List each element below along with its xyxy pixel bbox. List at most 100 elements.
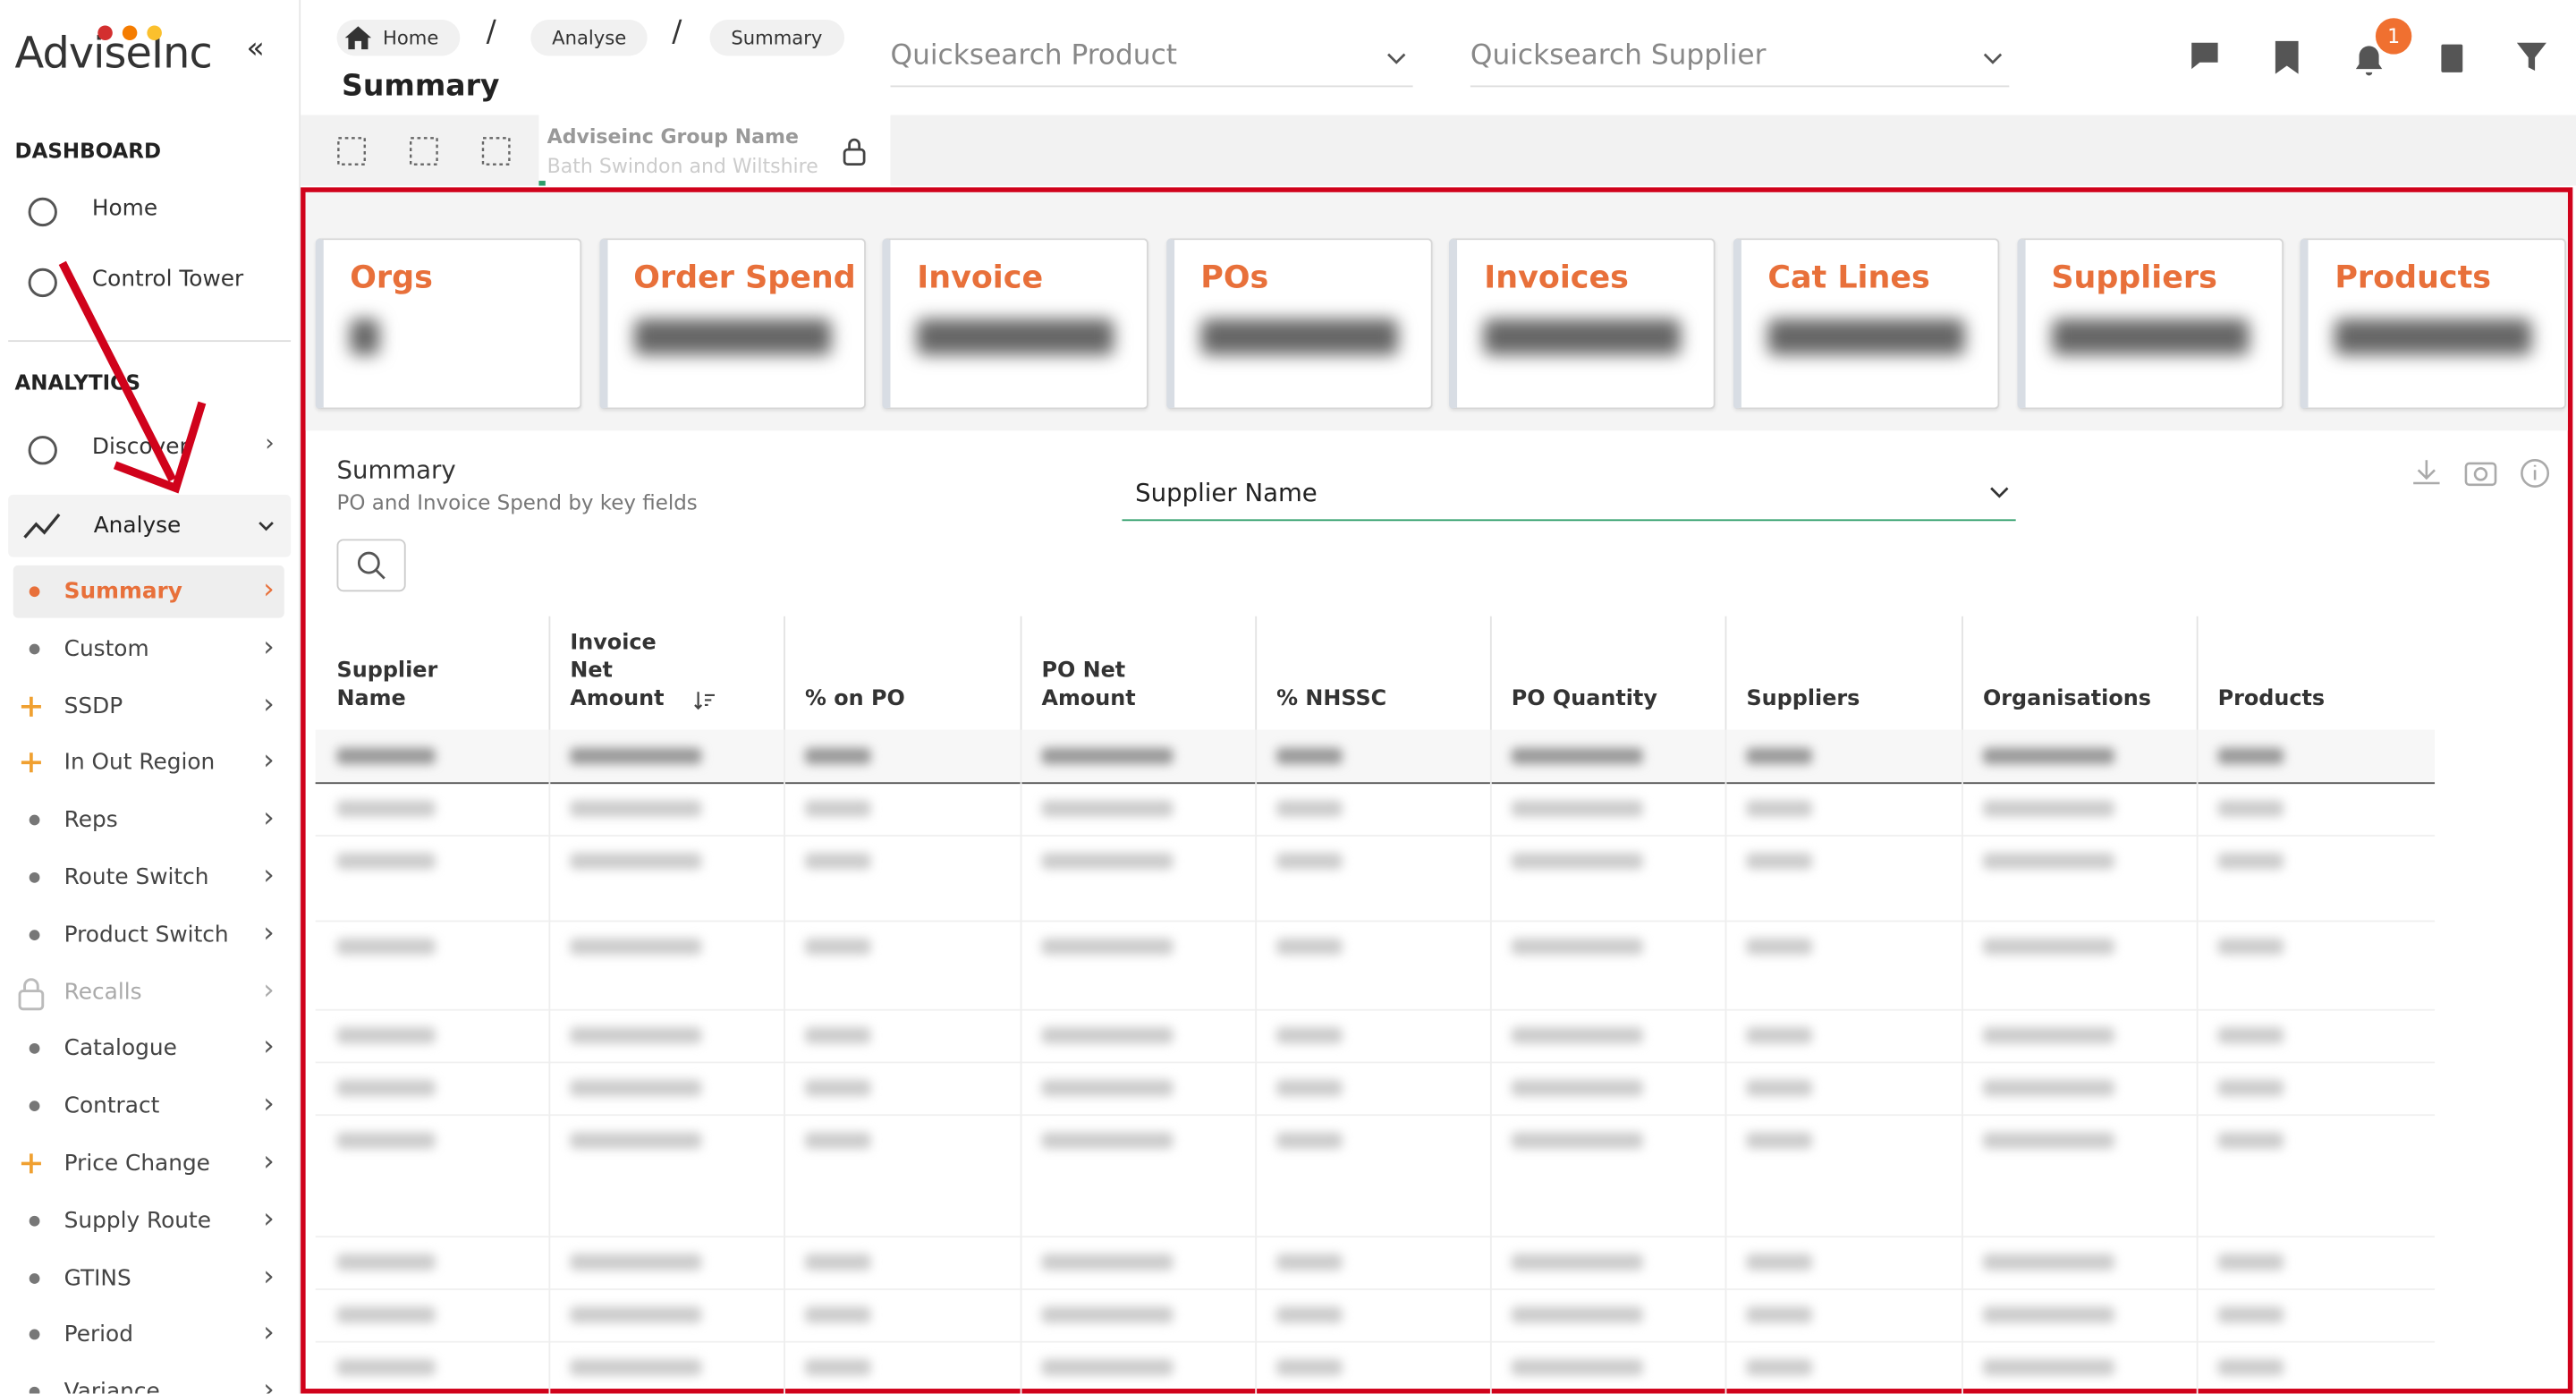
collapse-button[interactable]: « xyxy=(246,30,265,66)
chevron: › xyxy=(263,802,275,836)
cell-border xyxy=(1020,729,1022,783)
nav-item[interactable]: Home xyxy=(13,183,284,235)
nav-subitem[interactable]: SSDP › xyxy=(13,680,284,733)
cell-border xyxy=(1255,1288,1258,1341)
kpi-card: Products xyxy=(2300,238,2567,410)
cell-border xyxy=(1962,1236,1963,1289)
search-button[interactable] xyxy=(336,539,406,592)
column-header[interactable]: Products xyxy=(2197,616,2435,730)
cell-border xyxy=(784,1288,785,1341)
header-icons[interactable]: 1 xyxy=(2185,18,2563,81)
nav-subitem[interactable]: Period › xyxy=(13,1309,284,1362)
nav-group[interactable]: Analyse xyxy=(8,494,292,557)
kpi-title: Cat Lines xyxy=(1767,259,1930,296)
nav-subitem[interactable]: Custom › xyxy=(13,623,284,676)
cell-blurred xyxy=(1982,1358,2114,1376)
column-header[interactable]: Organisations xyxy=(1962,616,2199,730)
cell-border xyxy=(1020,1236,1022,1289)
nav-subitem[interactable]: Recalls › xyxy=(13,965,284,1018)
cell-blurred xyxy=(805,938,871,956)
cell-blurred xyxy=(805,1358,871,1376)
column-header[interactable]: Supplier Name xyxy=(316,616,551,730)
kpi-card: Orgs xyxy=(315,238,582,410)
quicksearch[interactable]: Quicksearch Supplier xyxy=(1470,33,2010,88)
cell-blurred xyxy=(1746,1254,1812,1271)
field-dropdown[interactable]: Supplier Name xyxy=(1122,473,2016,522)
notification-badge: 1 xyxy=(2375,18,2412,55)
nav-label: Summary xyxy=(64,578,182,605)
nav-subitem[interactable]: Supply Route › xyxy=(13,1194,284,1247)
column-header[interactable]: % on PO xyxy=(784,616,1022,730)
nav-subitem[interactable]: Variance › xyxy=(13,1366,284,1394)
chevron: › xyxy=(265,430,275,457)
nav-subitem[interactable]: Contract › xyxy=(13,1080,284,1133)
cell-blurred xyxy=(1982,938,2114,956)
cell-border xyxy=(1489,920,1492,1009)
cell-border xyxy=(548,1288,551,1341)
cell-blurred xyxy=(1746,1132,1812,1149)
kpi-card: Order Spend xyxy=(598,238,866,410)
column-header[interactable]: Invoice Net Amount xyxy=(548,616,785,730)
nav-label: Variance xyxy=(64,1379,160,1394)
panel-icons[interactable] xyxy=(2409,455,2556,491)
cell-blurred xyxy=(1276,853,1343,870)
cell-border xyxy=(1962,920,1963,1009)
column-header[interactable]: % NHSSC xyxy=(1255,616,1492,730)
cell-blurred xyxy=(1511,1026,1643,1044)
cell-border xyxy=(1962,1061,1963,1115)
cell-blurred xyxy=(1511,1132,1643,1149)
cell-border xyxy=(2196,1288,2199,1341)
highlight-box xyxy=(301,187,2573,1394)
chevron: › xyxy=(263,1316,275,1350)
cell-border xyxy=(1020,1288,1022,1341)
cell-blurred xyxy=(570,853,702,870)
cell-blurred xyxy=(570,1254,702,1271)
nav-subitem[interactable]: In Out Region › xyxy=(13,737,284,790)
cell-blurred xyxy=(2217,1306,2284,1323)
chevron: › xyxy=(263,859,275,893)
cell-border xyxy=(1489,729,1492,783)
breadcrumb[interactable]: Home xyxy=(336,20,461,56)
cell-blurred xyxy=(336,1132,436,1149)
cell-blurred xyxy=(1982,800,2114,817)
column-header[interactable]: Suppliers xyxy=(1725,616,1963,730)
cell-border xyxy=(784,782,785,836)
row-border xyxy=(315,1114,2436,1117)
kpi-value-blurred xyxy=(350,319,380,355)
nav-label: Analyse xyxy=(93,513,182,540)
column-header[interactable]: PO Quantity xyxy=(1490,616,1727,730)
cell-border xyxy=(784,1008,785,1062)
cell-blurred xyxy=(1276,938,1343,956)
nav-subitem[interactable]: Route Switch › xyxy=(13,851,284,904)
nav-subitem[interactable]: Price Change › xyxy=(13,1137,284,1190)
cell-border xyxy=(1255,782,1258,836)
cell-border xyxy=(1724,835,1727,921)
nav-item[interactable]: Control Tower xyxy=(13,253,284,306)
cell-blurred xyxy=(2217,1079,2284,1097)
cell-border xyxy=(2196,782,2199,836)
nav-subitem[interactable]: GTINS › xyxy=(13,1252,284,1305)
cell-border xyxy=(1489,1114,1492,1237)
toolbar-icons[interactable] xyxy=(328,132,525,174)
cell-border xyxy=(1962,1114,1963,1237)
nav-subitem[interactable]: Catalogue › xyxy=(13,1023,284,1075)
cell-border xyxy=(548,1061,551,1115)
cell-border xyxy=(548,729,551,783)
breadcrumb[interactable]: Analyse xyxy=(530,20,648,56)
kpi-title: Products xyxy=(2334,259,2492,296)
cell-blurred xyxy=(805,1079,871,1097)
cell-blurred xyxy=(1982,1079,2114,1097)
quicksearch[interactable]: Quicksearch Product xyxy=(890,33,1413,88)
chevron: › xyxy=(263,630,275,664)
cell-blurred xyxy=(1982,1254,2114,1271)
cell-blurred xyxy=(1276,747,1343,765)
column-header[interactable]: PO Net Amount xyxy=(1021,616,1258,730)
nav-label: SSDP xyxy=(64,693,123,719)
nav-subitem[interactable]: Reps › xyxy=(13,794,284,846)
cell-blurred xyxy=(2217,1254,2284,1271)
nav-subitem[interactable]: Summary › xyxy=(13,565,284,618)
cell-blurred xyxy=(570,1026,702,1044)
nav-subitem[interactable]: Product Switch › xyxy=(13,908,284,961)
breadcrumb[interactable]: Summary xyxy=(709,20,844,56)
nav-item[interactable]: Discover › xyxy=(13,421,284,473)
